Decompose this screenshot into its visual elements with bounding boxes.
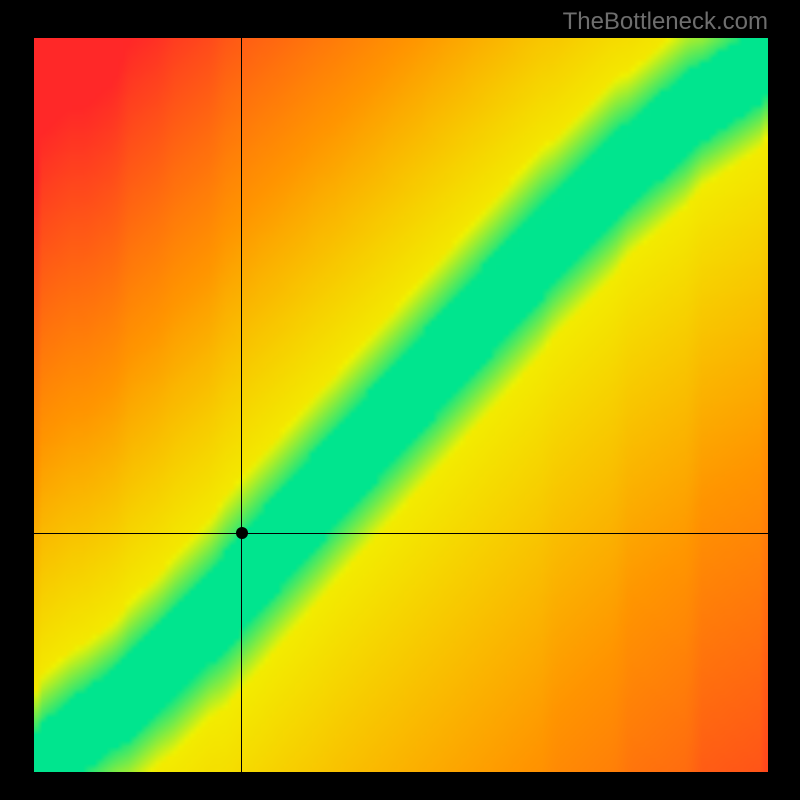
bottleneck-heatmap (34, 38, 768, 772)
crosshair-horizontal (34, 533, 768, 534)
crosshair-vertical (241, 38, 242, 772)
watermark-text: TheBottleneck.com (563, 8, 768, 36)
